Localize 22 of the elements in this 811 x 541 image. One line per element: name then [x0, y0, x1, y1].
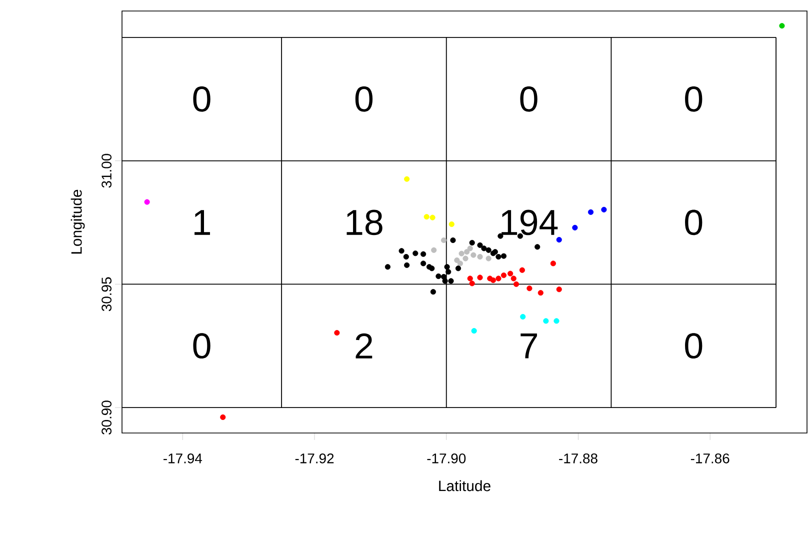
x-tick-label: -17.88 [559, 453, 598, 464]
annotation: 0 [193, 86, 210, 112]
annotation: 0 [685, 333, 702, 359]
annotation: 18 [346, 210, 382, 236]
annotation: 194 [502, 210, 558, 236]
x-tick-label: -17.86 [690, 453, 730, 464]
annotation: 0 [193, 333, 210, 359]
annotation: 0 [355, 86, 373, 112]
y-tick-label: 30.95 [102, 277, 112, 312]
annotation: 1 [194, 210, 210, 235]
annotation: 0 [685, 86, 702, 112]
y-axis-title: Longitude [70, 190, 85, 254]
annotation: 0 [685, 210, 702, 236]
annotation: 7 [520, 334, 537, 358]
x-axis-title: Latitude [439, 480, 490, 492]
annotation: 2 [356, 333, 372, 358]
x-tick-label: -17.94 [164, 453, 202, 464]
y-tick-label: 31.00 [102, 154, 112, 188]
y-tick-label: 30.90 [102, 400, 112, 434]
x-tick-label: -17.92 [295, 453, 334, 464]
x-tick-label: -17.90 [427, 453, 466, 464]
annotation: 0 [520, 86, 538, 112]
